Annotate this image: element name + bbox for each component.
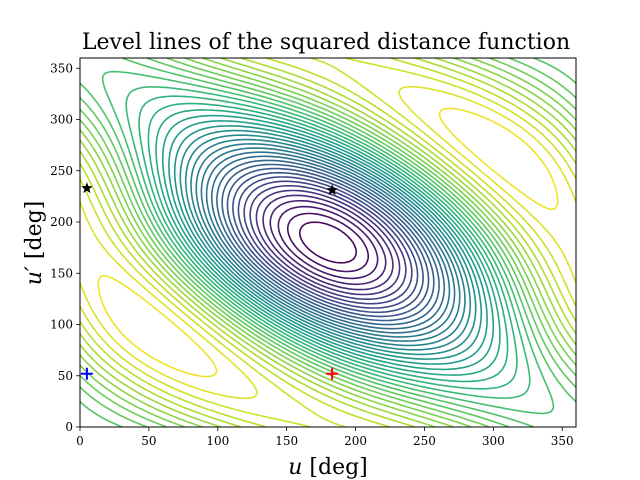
y-tick-label: 350 [50, 61, 73, 75]
chart-title: Level lines of the squared distance func… [82, 30, 570, 55]
x-tick-label: 150 [275, 434, 298, 448]
y-tick-label: 250 [50, 164, 73, 178]
saddle-left-marker [81, 182, 93, 193]
x-tick-label: 50 [141, 434, 156, 448]
y-axis-label: u′ [deg] [22, 201, 47, 286]
x-tick-label: 250 [413, 434, 436, 448]
contour-level [255, 189, 401, 296]
contour-level [97, 107, 559, 378]
contour-level [298, 221, 358, 264]
contour-level [195, 143, 461, 342]
reference-marker [80, 367, 93, 380]
y-tick-label: 100 [50, 318, 73, 332]
contour-level [80, 58, 576, 427]
contour-level [179, 129, 477, 356]
contour-level [138, 95, 518, 390]
y-tick-label: 50 [58, 369, 73, 383]
contour-level [287, 212, 369, 273]
contour-level [80, 58, 576, 427]
contour-level [80, 58, 576, 427]
contour-level [221, 163, 435, 322]
contour-level [277, 205, 379, 280]
contour-level [161, 114, 495, 371]
contour-level [249, 185, 407, 300]
contour-level [205, 151, 451, 334]
contour-level [80, 58, 576, 427]
contour-level [155, 109, 501, 376]
x-tick-label: 300 [482, 434, 505, 448]
y-tick-label: 0 [65, 420, 73, 434]
contour-level [190, 138, 466, 347]
x-axis-ticks: 0 50 100 150 200 250 300 350 [76, 427, 574, 448]
contour-level [232, 171, 424, 314]
contour-level [173, 125, 483, 360]
contour-level [80, 58, 576, 427]
contour-level [210, 155, 446, 330]
contour-level [80, 58, 576, 427]
contour-level [101, 70, 555, 415]
minimum-marker [326, 367, 339, 380]
contour-level [262, 194, 394, 291]
contour-level [184, 134, 472, 351]
contour-level [80, 58, 576, 427]
contour-level [237, 176, 419, 309]
contour-level [125, 86, 531, 399]
plot-frame [79, 57, 577, 428]
x-tick-label: 350 [551, 434, 574, 448]
y-tick-label: 200 [50, 215, 73, 229]
y-tick-label: 300 [50, 113, 73, 127]
saddle-marker [326, 184, 338, 196]
contour-level [80, 58, 576, 427]
contour-level [147, 102, 509, 383]
contour-lines [80, 58, 576, 427]
contour-level [269, 199, 387, 286]
markers [80, 182, 339, 380]
x-tick-label: 200 [344, 434, 367, 448]
x-tick-label: 0 [76, 434, 84, 448]
x-axis-label: u [deg] [288, 455, 368, 480]
contour-level [243, 180, 413, 305]
contour-level [80, 85, 576, 400]
contour-level [226, 167, 430, 318]
x-tick-label: 100 [206, 434, 229, 448]
contour-level [200, 147, 456, 338]
contour-level [216, 159, 440, 326]
y-axis-ticks: 0 50 100 150 200 250 300 350 [50, 61, 80, 434]
y-tick-label: 150 [50, 266, 73, 280]
contour-level [168, 120, 488, 365]
